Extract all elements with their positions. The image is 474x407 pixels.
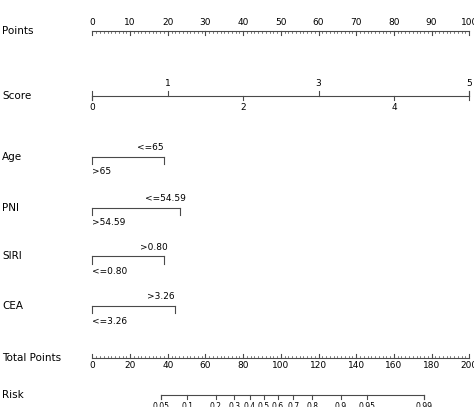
Text: >0.80: >0.80 — [140, 243, 168, 252]
Text: 0.1: 0.1 — [181, 402, 193, 407]
Text: 120: 120 — [310, 361, 327, 370]
Text: 0.6: 0.6 — [272, 402, 284, 407]
Text: 60: 60 — [313, 18, 324, 27]
Text: 0.99: 0.99 — [416, 402, 433, 407]
Text: 10: 10 — [124, 18, 136, 27]
Text: 0.2: 0.2 — [210, 402, 221, 407]
Text: <=65: <=65 — [137, 143, 164, 152]
Text: 0.9: 0.9 — [335, 402, 346, 407]
Text: 180: 180 — [423, 361, 440, 370]
Text: 2: 2 — [240, 103, 246, 112]
Text: Risk: Risk — [2, 390, 24, 400]
Text: 40: 40 — [162, 361, 173, 370]
Text: 0.4: 0.4 — [244, 402, 256, 407]
Text: 200: 200 — [461, 361, 474, 370]
Text: 50: 50 — [275, 18, 287, 27]
Text: 40: 40 — [237, 18, 249, 27]
Text: 0: 0 — [90, 103, 95, 112]
Text: 0.05: 0.05 — [153, 402, 170, 407]
Text: 100: 100 — [272, 361, 290, 370]
Text: 80: 80 — [237, 361, 249, 370]
Text: 90: 90 — [426, 18, 438, 27]
Text: 4: 4 — [391, 103, 397, 112]
Text: 0.95: 0.95 — [358, 402, 375, 407]
Text: SIRI: SIRI — [2, 252, 22, 261]
Text: 30: 30 — [200, 18, 211, 27]
Text: <=0.80: <=0.80 — [92, 267, 128, 276]
Text: <=3.26: <=3.26 — [92, 317, 128, 326]
Text: 0.5: 0.5 — [258, 402, 270, 407]
Text: 3: 3 — [316, 79, 321, 88]
Text: >65: >65 — [92, 167, 111, 176]
Text: 20: 20 — [125, 361, 136, 370]
Text: 0.3: 0.3 — [228, 402, 240, 407]
Text: 20: 20 — [162, 18, 173, 27]
Text: Age: Age — [2, 152, 22, 162]
Text: 160: 160 — [385, 361, 402, 370]
Text: 5: 5 — [466, 79, 472, 88]
Text: 70: 70 — [350, 18, 362, 27]
Text: >3.26: >3.26 — [147, 292, 174, 301]
Text: >54.59: >54.59 — [92, 218, 126, 227]
Text: 140: 140 — [347, 361, 365, 370]
Text: Points: Points — [2, 26, 34, 35]
Text: PNI: PNI — [2, 203, 19, 212]
Text: 0: 0 — [90, 361, 95, 370]
Text: 0.8: 0.8 — [306, 402, 318, 407]
Text: 80: 80 — [388, 18, 400, 27]
Text: Score: Score — [2, 91, 32, 101]
Text: 0: 0 — [90, 18, 95, 27]
Text: 60: 60 — [200, 361, 211, 370]
Text: 100: 100 — [461, 18, 474, 27]
Text: 0.7: 0.7 — [287, 402, 300, 407]
Text: Total Points: Total Points — [2, 353, 62, 363]
Text: <=54.59: <=54.59 — [145, 194, 185, 203]
Text: CEA: CEA — [2, 301, 23, 311]
Text: 1: 1 — [165, 79, 171, 88]
